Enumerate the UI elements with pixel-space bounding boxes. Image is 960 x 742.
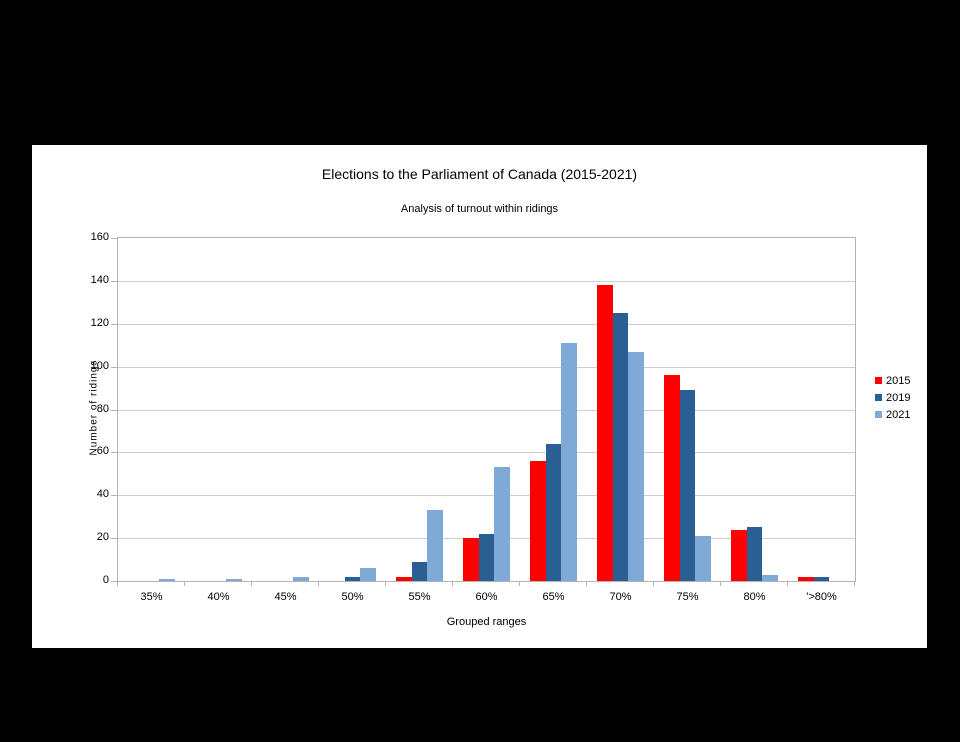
chart-title: Elections to the Parliament of Canada (2…: [321, 166, 638, 182]
bar-group-75pct: [654, 238, 721, 581]
bar-2021-45pct: [293, 576, 309, 581]
y-tick-label-20: 20: [96, 531, 109, 544]
y-tick-mark-160: [111, 237, 117, 239]
y-tick-label-40: 40: [96, 488, 109, 501]
y-tick-mark-100: [111, 366, 117, 368]
bar-2019-60pct: [478, 533, 495, 581]
bar-2015-70pct: [597, 285, 613, 581]
x-tick-mark-7: [586, 582, 587, 586]
legend-label-2015: 2015: [886, 374, 911, 387]
bar-2015-gt-80pct: [798, 576, 814, 581]
x-tick-mark-6: [519, 582, 520, 586]
x-tick-mark-2: [251, 582, 252, 586]
x-tick-label-50pct: 50%: [341, 591, 364, 603]
bar-2019-75pct: [679, 390, 696, 581]
bar-2019-gt-80pct: [813, 576, 830, 581]
bar-group-gt-80pct: [788, 238, 855, 581]
bar-2021-35pct: [159, 578, 175, 581]
x-tick-mark-9: [720, 582, 721, 586]
gridline-40: [118, 494, 855, 496]
x-tick-mark-8: [653, 582, 654, 586]
bar-group-65pct: [520, 238, 587, 581]
y-tick-mark-80: [111, 409, 117, 411]
legend-label-2019: 2019: [886, 391, 911, 404]
legend-item-2021: 2021: [875, 406, 910, 423]
y-tick-label-100: 100: [90, 359, 109, 372]
y-tick-mark-60: [111, 451, 117, 453]
legend: 2015 2019 2021: [875, 372, 910, 423]
bar-2021-65pct: [561, 343, 577, 581]
y-tick-label-160: 160: [90, 231, 109, 243]
gridline-140: [118, 280, 855, 282]
legend-label-2021: 2021: [886, 408, 911, 421]
bar-2021-40pct: [226, 578, 242, 581]
x-tick-label-gt-80pct: '>80%: [806, 591, 837, 603]
gridline-100: [118, 366, 855, 368]
x-tick-mark-5: [452, 582, 453, 586]
y-tick-label-80: 80: [96, 402, 109, 415]
bar-2019-55pct: [411, 561, 428, 581]
x-tick-label-60pct: 60%: [475, 591, 498, 603]
gridline-60: [118, 451, 855, 453]
x-tick-mark-0: [117, 582, 118, 586]
x-tick-mark-10: [787, 582, 788, 586]
y-tick-label-0: 0: [102, 574, 109, 586]
bar-2015-75pct: [664, 375, 680, 581]
bar-group-50pct: [319, 238, 386, 581]
bar-2021-70pct: [628, 351, 644, 581]
bar-group-45pct: [252, 238, 319, 581]
x-tick-mark-3: [318, 582, 319, 586]
legend-item-2019: 2019: [875, 389, 910, 406]
bar-2021-80pct: [762, 574, 778, 581]
bar-group-70pct: [587, 238, 654, 581]
x-tick-label-75pct: 75%: [676, 591, 699, 603]
y-tick-mark-140: [111, 280, 117, 282]
bar-2015-55pct: [396, 576, 412, 581]
bar-2021-60pct: [494, 467, 510, 581]
chart-subtitle: Analysis of turnout within ridings: [400, 203, 559, 215]
bar-group-35pct: [118, 238, 185, 581]
bar-2021-75pct: [695, 536, 711, 581]
legend-item-2015: 2015: [875, 372, 910, 389]
bar-2019-50pct: [344, 576, 361, 581]
legend-marker-2021: [875, 411, 882, 418]
bar-2015-80pct: [731, 529, 747, 581]
bar-group-60pct: [453, 238, 520, 581]
y-tick-mark-20: [111, 537, 117, 539]
x-tick-mark-1: [184, 582, 185, 586]
legend-marker-2015: [875, 377, 882, 384]
gridline-80: [118, 409, 855, 411]
x-axis-title: Grouped ranges: [446, 616, 527, 628]
x-tick-label-80pct: 80%: [743, 591, 766, 603]
plot-area: [117, 237, 856, 582]
x-tick-mark-11: [854, 582, 855, 586]
bar-2015-65pct: [530, 461, 546, 581]
y-tick-label-120: 120: [90, 316, 109, 329]
bar-group-80pct: [721, 238, 788, 581]
x-tick-label-40pct: 40%: [207, 591, 230, 603]
gridline-120: [118, 323, 855, 325]
bar-2019-70pct: [612, 313, 629, 581]
legend-marker-2019: [875, 394, 882, 401]
x-tick-label-45pct: 45%: [274, 591, 297, 603]
bar-group-55pct: [386, 238, 453, 581]
x-tick-label-70pct: 70%: [609, 591, 632, 603]
bar-2019-65pct: [545, 443, 562, 581]
bar-2021-50pct: [360, 568, 376, 581]
bar-2015-60pct: [463, 538, 479, 581]
x-tick-label-55pct: 55%: [408, 591, 431, 603]
y-tick-mark-0: [111, 580, 117, 582]
bar-group-40pct: [185, 238, 252, 581]
y-tick-mark-40: [111, 494, 117, 496]
chart-sheet: Elections to the Parliament of Canada (2…: [32, 145, 927, 648]
x-tick-label-65pct: 65%: [542, 591, 565, 603]
x-tick-label-35pct: 35%: [140, 591, 163, 603]
y-tick-mark-120: [111, 323, 117, 325]
y-tick-label-140: 140: [90, 273, 109, 286]
bar-2021-55pct: [427, 510, 443, 581]
y-tick-label-60: 60: [96, 445, 109, 458]
x-tick-mark-4: [385, 582, 386, 586]
bar-2019-80pct: [746, 527, 763, 581]
